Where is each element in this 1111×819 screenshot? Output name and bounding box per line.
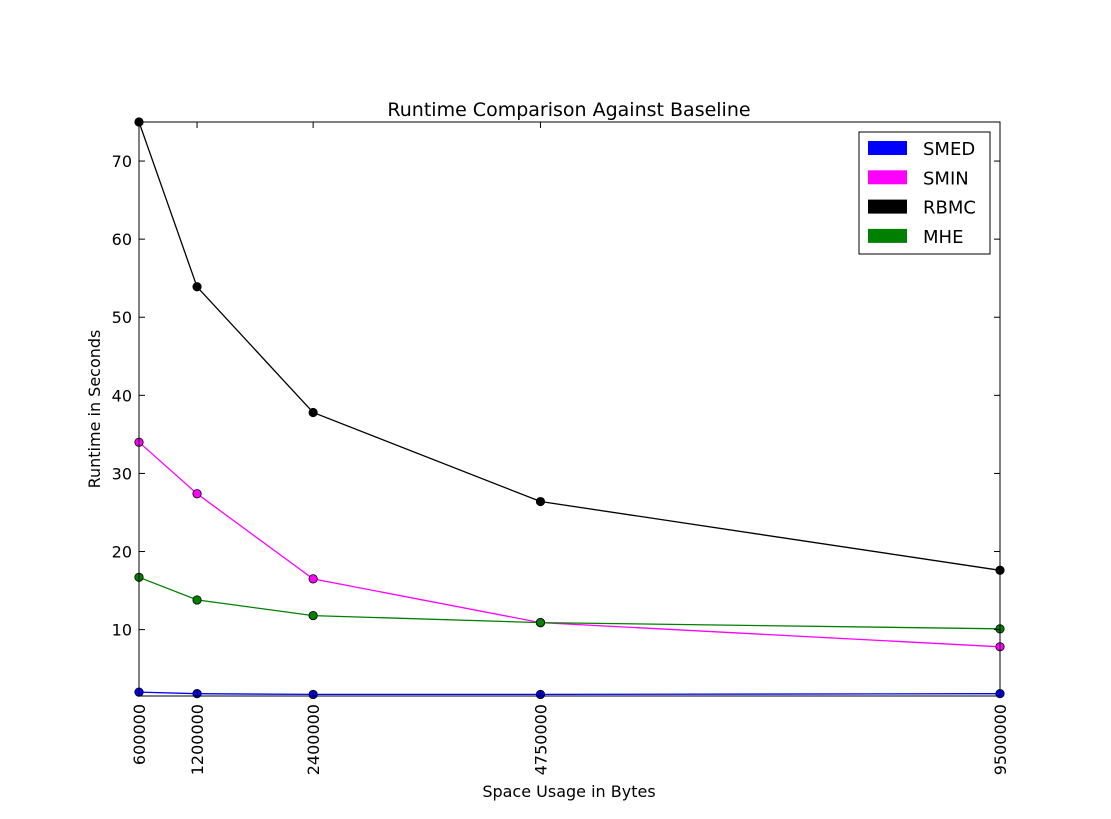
x-axis-label: Space Usage in Bytes [482, 782, 655, 801]
legend-label-smed: SMED [923, 139, 975, 160]
chart-title: Runtime Comparison Against Baseline [387, 99, 750, 121]
data-point-mhe [192, 595, 202, 605]
legend-label-mhe: MHE [923, 227, 963, 248]
y-tick-label: 10 [112, 621, 132, 640]
data-point-rbmc [308, 407, 318, 418]
legend: SMED SMIN RBMC MHE [858, 131, 991, 255]
x-tick-label: 9500000 [991, 704, 1010, 775]
data-point-smin [308, 574, 318, 584]
x-tick-label: 2400000 [304, 704, 323, 775]
x-tick-label: 1200000 [188, 704, 207, 775]
legend-swatch-smin [868, 170, 907, 185]
y-tick-label: 20 [112, 543, 132, 562]
plot-area-frame [138, 121, 1001, 697]
x-tick-label: 600000 [130, 704, 149, 765]
data-point-rbmc [192, 282, 202, 292]
y-tick-label: 60 [112, 230, 132, 249]
x-tick-label: 4750000 [531, 704, 550, 775]
y-tick-label: 50 [112, 308, 132, 327]
legend-label-smin: SMIN [923, 168, 969, 189]
legend-swatch-smed [868, 141, 907, 155]
y-tick-label: 70 [112, 152, 132, 171]
series-line-smed [138, 691, 1001, 696]
y-axis-label: Runtime in Seconds [85, 330, 104, 489]
data-point-smin [192, 489, 202, 499]
data-point-rbmc [535, 496, 546, 507]
y-tick-label: 30 [112, 464, 132, 483]
series-line-mhe [138, 576, 1001, 630]
data-point-mhe [535, 617, 546, 628]
series-line-smin [138, 441, 1001, 648]
legend-swatch-mhe [868, 228, 907, 243]
legend-label-rbmc: RBMC [923, 198, 976, 219]
legend-swatch-rbmc [868, 199, 907, 214]
y-tick-label: 40 [112, 386, 132, 405]
data-point-mhe [308, 610, 318, 621]
y-axis: 10 20 30 40 50 60 70 [112, 152, 1000, 640]
x-axis: 600000 1200000 2400000 4750000 9500000 [130, 122, 1010, 775]
